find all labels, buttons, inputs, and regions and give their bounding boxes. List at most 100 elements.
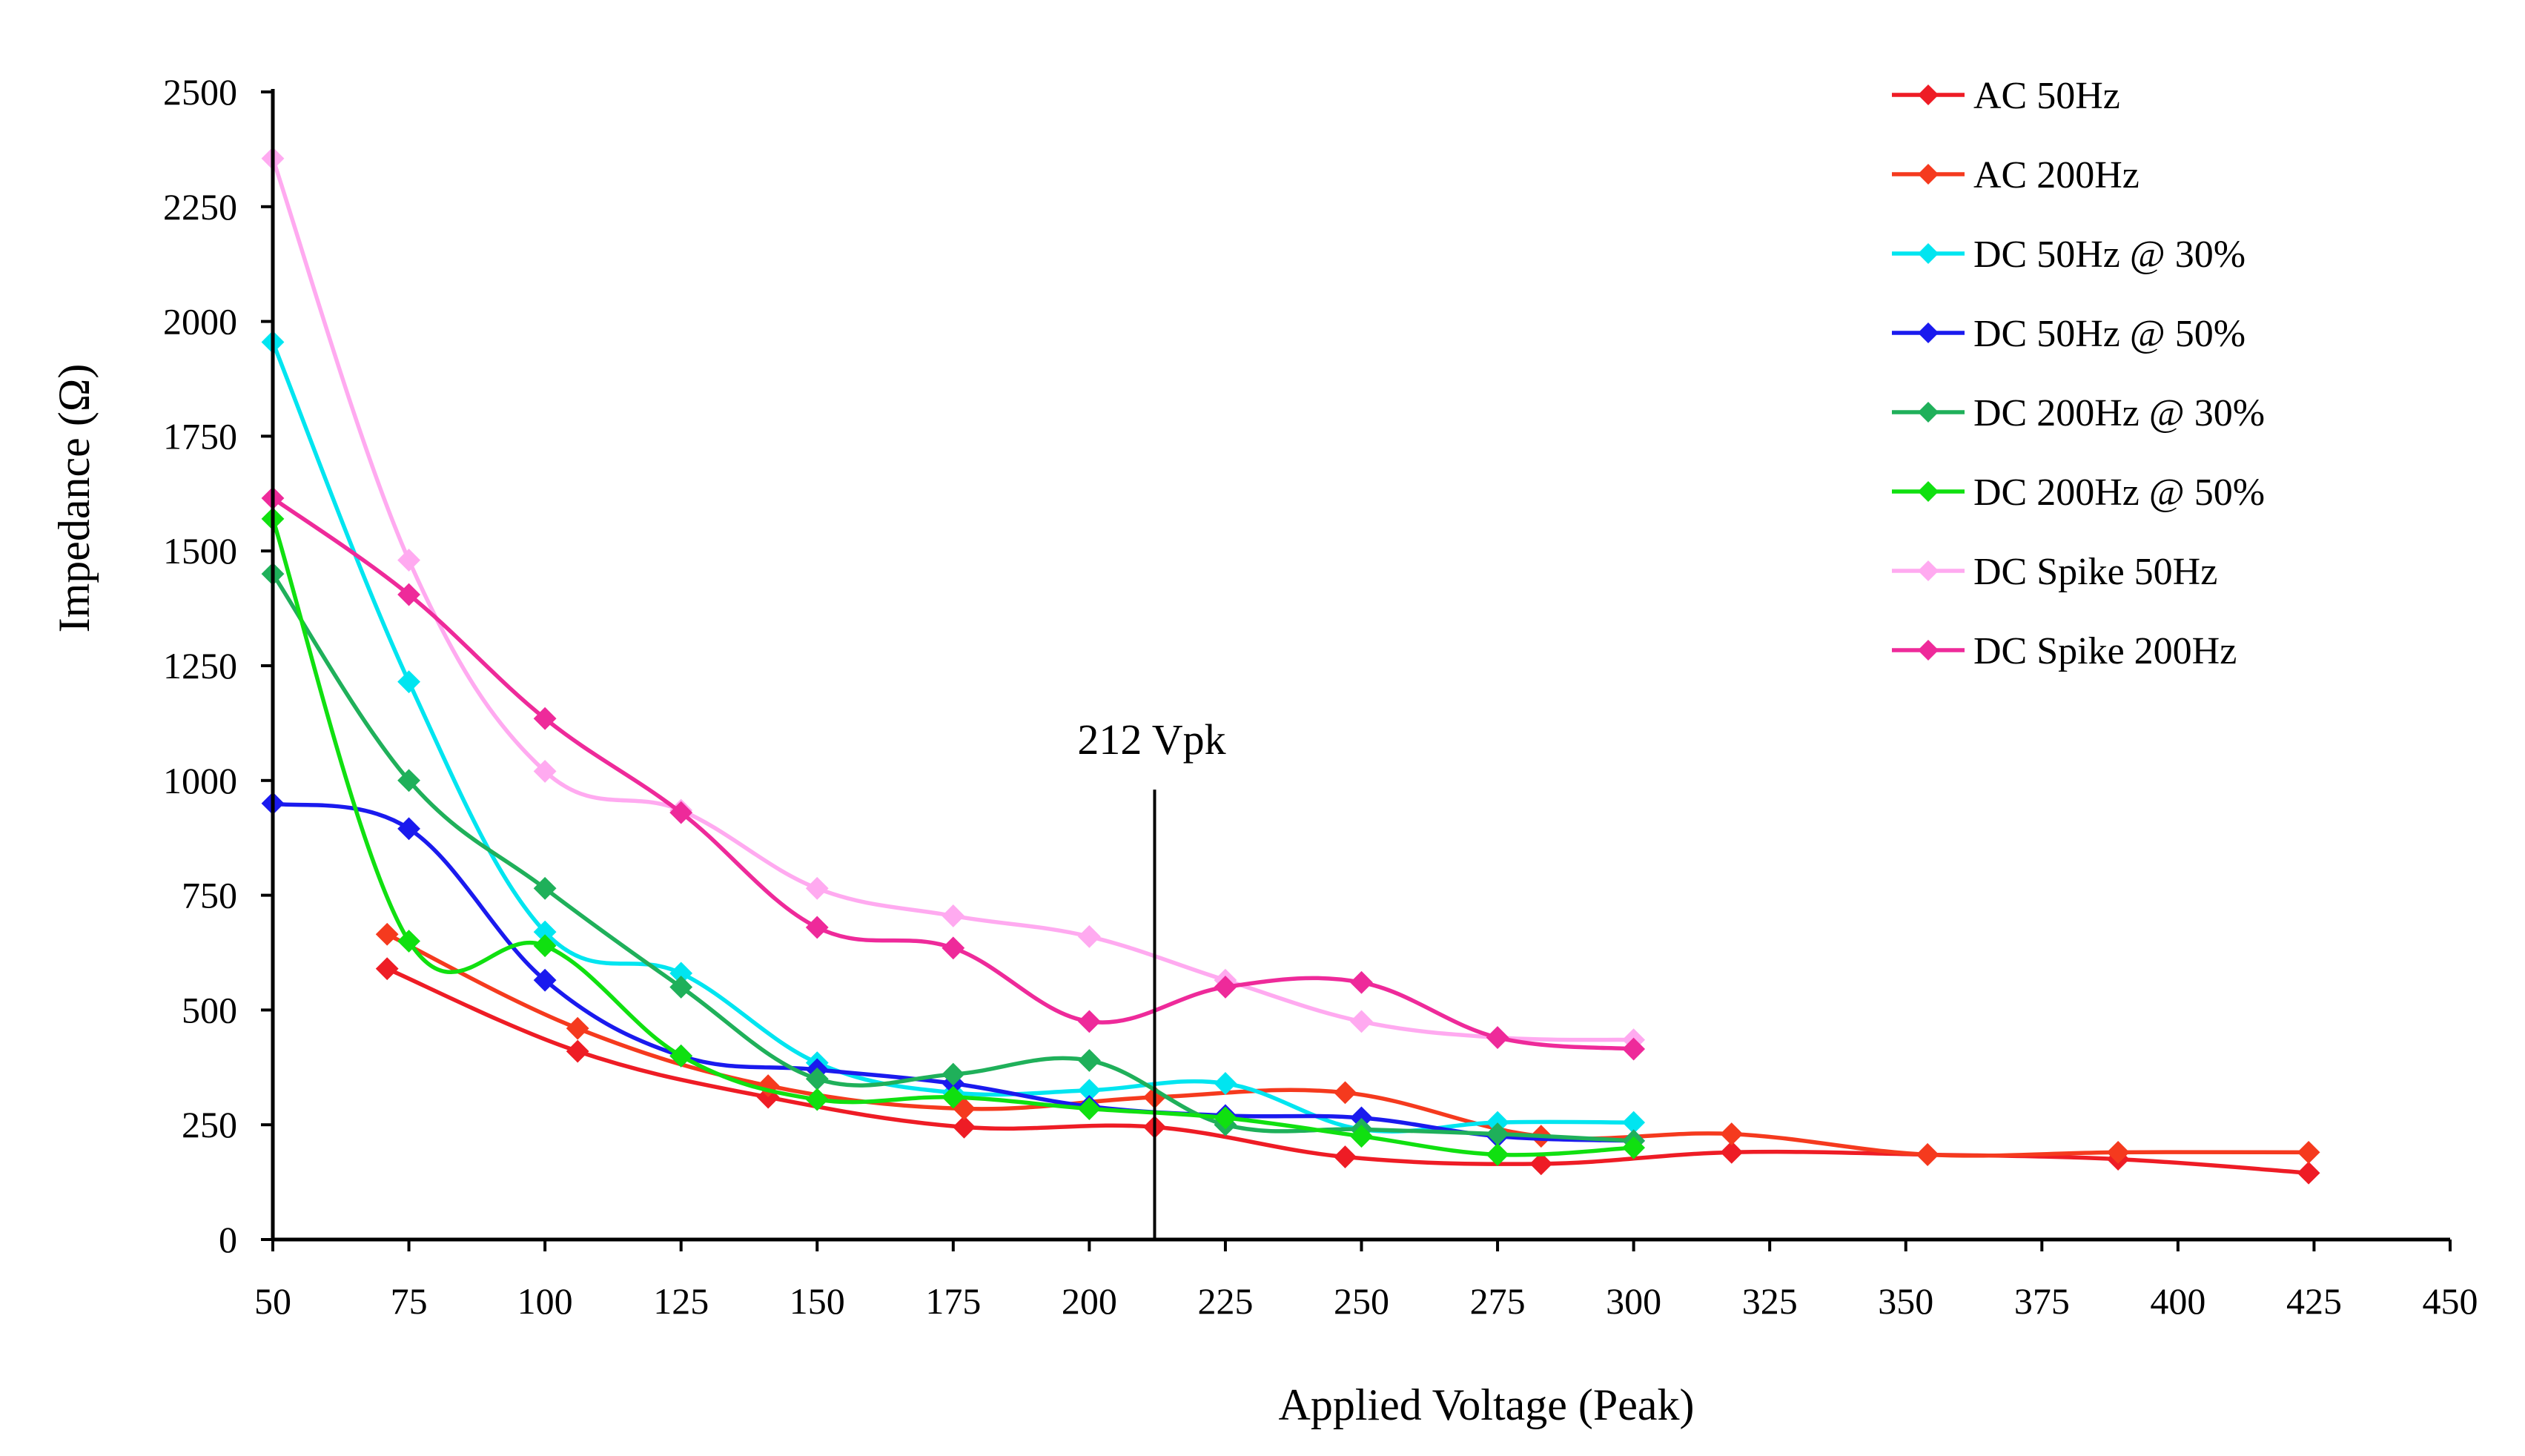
data-point-marker (533, 707, 557, 730)
data-point-marker (533, 760, 557, 783)
data-point-marker (1214, 1106, 1237, 1130)
data-point-marker (1214, 1072, 1237, 1095)
x-tick-label: 375 (2014, 1280, 2070, 1322)
legend-label: AC 50Hz (1973, 75, 2120, 117)
x-tick-label: 150 (790, 1280, 845, 1322)
x-axis-title: Applied Voltage (Peak) (1278, 1380, 1694, 1429)
legend-swatch-marker (1918, 481, 1939, 502)
series-dc-spike-50hz (261, 147, 1646, 1052)
legend-swatch-marker (1918, 322, 1939, 343)
legend-item: AC 200Hz (1892, 154, 2140, 196)
data-point-marker (1334, 1081, 1357, 1105)
legend-swatch-marker (1918, 164, 1939, 185)
legend-item: DC Spike 50Hz (1892, 551, 2217, 593)
x-tick-label: 100 (517, 1280, 573, 1322)
x-tick-label: 275 (1470, 1280, 1526, 1322)
data-point-marker (2297, 1140, 2320, 1164)
data-point-marker (1486, 1026, 1509, 1049)
data-point-marker (1720, 1140, 1744, 1164)
data-point-marker (805, 876, 829, 900)
data-point-marker (1486, 1143, 1509, 1166)
data-point-marker (942, 936, 965, 960)
series-dc-50hz-30- (261, 331, 1646, 1141)
y-axis-title: Impedance (Ω) (50, 364, 99, 633)
data-point-marker (1077, 1049, 1101, 1072)
series-line (271, 496, 1634, 1051)
data-point-marker (1916, 1143, 1939, 1166)
legend-label: DC 50Hz @ 50% (1973, 313, 2246, 355)
legend-swatch-marker (1918, 85, 1939, 105)
data-point-marker (375, 957, 399, 981)
y-tick-label: 750 (182, 875, 237, 916)
x-tick-label: 425 (2286, 1280, 2342, 1322)
data-point-marker (566, 1039, 589, 1063)
data-point-marker (533, 934, 557, 958)
legend-item: DC 50Hz @ 30% (1892, 234, 2246, 276)
series-line (271, 518, 1634, 1157)
data-point-marker (1622, 1136, 1646, 1159)
data-point-marker (669, 976, 693, 999)
legend-swatch-marker (1918, 243, 1939, 264)
data-point-marker (942, 904, 965, 927)
data-point-marker (1350, 1125, 1373, 1148)
series-line (272, 801, 1634, 1143)
legend-item: DC 50Hz @ 50% (1892, 313, 2246, 355)
data-point-marker (397, 769, 420, 792)
legend-item: DC 200Hz @ 50% (1892, 471, 2265, 514)
series-line (271, 341, 1634, 1134)
series-line (386, 967, 2309, 1175)
data-point-marker (669, 1044, 693, 1068)
y-tick-label: 1250 (163, 645, 237, 686)
data-point-marker (1077, 924, 1101, 948)
x-tick-label: 50 (254, 1280, 291, 1322)
y-tick-label: 1000 (163, 760, 237, 801)
y-tick-label: 500 (182, 989, 237, 1030)
data-point-marker (1334, 1145, 1357, 1168)
legend-item: DC 200Hz @ 30% (1892, 392, 2265, 434)
x-tick-label: 75 (391, 1280, 428, 1322)
legend-swatch-marker (1918, 560, 1939, 581)
voltage-annotation: 212 Vpk (1077, 715, 1226, 1240)
data-point-marker (1622, 1037, 1646, 1061)
series-line (271, 572, 1634, 1143)
data-point-marker (397, 930, 420, 953)
y-tick-label: 0 (219, 1219, 237, 1260)
data-point-marker (1350, 970, 1373, 994)
data-point-marker (953, 1097, 976, 1120)
data-point-marker (805, 916, 829, 939)
data-point-marker (942, 1062, 965, 1086)
legend-swatch-marker (1918, 640, 1939, 661)
data-point-marker (397, 670, 420, 694)
x-tick-label: 125 (653, 1280, 709, 1322)
x-tick-label: 300 (1606, 1280, 1661, 1322)
x-tick-label: 400 (2150, 1280, 2205, 1322)
legend-item: DC Spike 200Hz (1892, 630, 2237, 672)
y-tick-label: 1500 (163, 530, 237, 572)
x-tick-label: 200 (1062, 1280, 1117, 1322)
data-point-marker (2297, 1161, 2320, 1185)
plot-area (261, 147, 2320, 1185)
data-point-marker (953, 1115, 976, 1139)
x-tick-label: 225 (1197, 1280, 1253, 1322)
legend-label: DC Spike 50Hz (1973, 551, 2217, 593)
y-tick-label: 250 (182, 1104, 237, 1145)
data-point-marker (669, 801, 693, 824)
legend-swatch-marker (1918, 402, 1939, 423)
x-tick-label: 450 (2423, 1280, 2478, 1322)
data-point-marker (805, 1088, 829, 1111)
data-point-marker (1077, 1097, 1101, 1120)
y-tick-label: 2000 (163, 301, 237, 343)
y-tick-label: 2250 (163, 186, 237, 228)
legend-label: DC 50Hz @ 30% (1973, 234, 2246, 276)
legend-label: DC 200Hz @ 30% (1973, 392, 2265, 434)
data-point-marker (397, 817, 420, 841)
legend-label: DC Spike 200Hz (1973, 630, 2237, 672)
legend-label: DC 200Hz @ 50% (1973, 471, 2265, 514)
data-point-marker (1350, 1010, 1373, 1033)
x-tick-label: 325 (1742, 1280, 1798, 1322)
data-point-marker (1077, 1010, 1101, 1033)
data-point-marker (2106, 1140, 2130, 1164)
annotation-label: 212 Vpk (1077, 715, 1225, 764)
x-tick-label: 250 (1334, 1280, 1389, 1322)
